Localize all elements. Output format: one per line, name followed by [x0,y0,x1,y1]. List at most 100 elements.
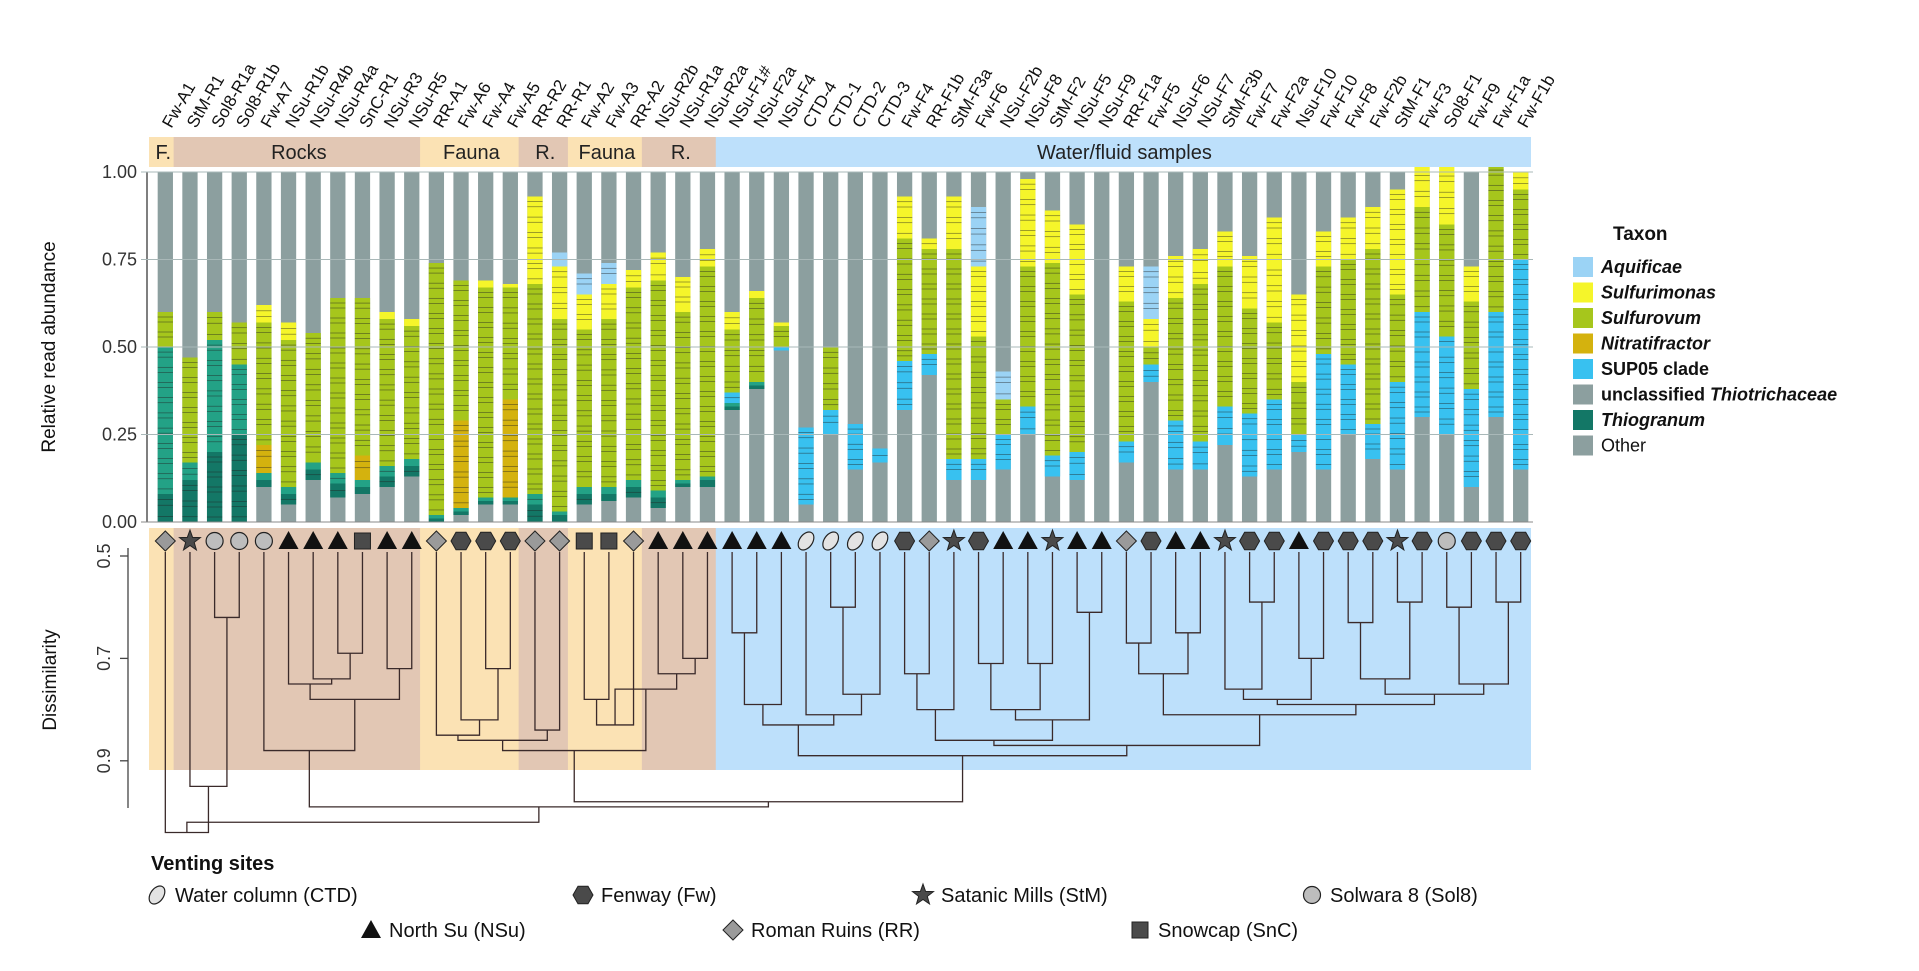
group-header-label: F. [156,142,172,164]
bar-segment [601,494,617,501]
triangle-icon [993,531,1014,549]
triangle-icon [278,531,299,549]
bar-segment [1340,259,1356,365]
group-header-label: Water/fluid samples [1037,142,1212,164]
bar-segment [330,298,346,473]
ellipse-icon [148,885,166,905]
bar-segment [453,511,469,515]
bar-segment [1241,308,1258,414]
star-icon [941,528,966,552]
diamond-icon [425,530,448,552]
triangle-icon [1288,531,1309,549]
circle-icon [1437,531,1456,551]
triangle-icon [746,531,767,549]
bar-segment [404,319,420,326]
bar-segment [1389,294,1406,382]
bar-segment [1463,301,1480,389]
bar-segment [675,312,691,480]
triangle-icon [327,531,348,549]
bar-segment [551,515,568,522]
bar-segment [478,501,494,505]
hexagon-icon [1460,531,1482,551]
bar-segment [1488,312,1504,417]
bar-segment [773,347,790,351]
bar-segment [823,347,839,410]
bar-segment [502,497,518,501]
bar-segment [478,280,494,288]
bar-segment [946,249,962,459]
triangle-icon [1190,531,1211,549]
bar-segment [182,357,198,463]
bar-segment [699,266,716,477]
legend-item-label: Thiogranum [1601,410,1705,430]
y-tick-label: 0.25 [102,425,137,445]
legend-swatch [1573,384,1593,405]
legend-swatch [1573,333,1593,354]
venting-sites-legend: Venting sites Water column (CTD) Fenway (F… [148,853,1478,942]
triangle-icon [361,920,381,938]
y-axis-title: Relative read abundance [39,241,60,452]
group-header-box [173,137,423,167]
bar-segment [995,434,1011,470]
bar-segment [601,284,617,319]
triangle-icon [303,531,324,549]
triangle-icon [771,531,792,549]
venting-site-label: Snowcap (SnC) [1158,920,1298,942]
bar-segment [256,480,272,487]
diamond-icon [1115,530,1138,552]
bar-segment [354,298,371,456]
bar-segment [798,427,814,505]
group-band [149,528,176,770]
bar-segment [527,284,543,494]
legend-item-label: unclassified Thiotrichaceae [1601,385,1837,405]
bar-segment [1463,266,1480,302]
group-header-box [518,137,570,167]
hexagon-icon [1239,531,1261,551]
venting-sites-title: Venting sites [151,853,274,875]
hexagon-icon [1312,531,1335,551]
group-header-box [149,137,176,167]
venting-site-Fw: Fenway (Fw) [572,885,717,907]
legend-item-label: Other [1601,436,1646,456]
bar-segment [650,490,666,498]
bar-segment [1439,336,1455,435]
star-icon [178,528,202,552]
venting-site-label: Roman Ruins (RR) [751,920,920,942]
legend-swatch [1573,282,1593,303]
bar-segment [305,333,321,463]
venting-site-label: Fenway (Fw) [601,885,717,907]
square-icon [600,532,618,550]
y-tick-label: 1.00 [102,162,137,182]
site-markers [154,528,1532,552]
y-tick-label: 0.00 [102,512,137,532]
square-icon [1131,921,1149,939]
bar-segment [1241,413,1258,477]
bar-segment [1414,312,1430,417]
bar-segment [1488,165,1504,312]
bar-segment [724,403,740,407]
bar-segment [231,434,247,522]
bar-segment [1365,424,1381,459]
bar-segment [157,312,173,347]
hexagon-icon [1337,531,1359,551]
bar-segment [502,399,518,498]
group-band [567,528,644,770]
bar-segment [699,476,716,480]
sample-group-bands [149,528,1531,770]
circle-icon [230,531,249,551]
legend-swatch [1573,410,1593,430]
bar-segment [404,459,420,466]
taxon-legend: Taxon Aquificae Sulfurimonas Sulfurovum Nitr… [1573,224,1837,456]
dissimilarity-tick-label: 0.9 [94,748,114,773]
bar-segment [428,515,445,519]
bar-segment [699,480,716,487]
group-header-box [420,137,521,167]
bar-segment [1192,284,1208,442]
diamond-icon [722,919,744,941]
bar-segment [1192,441,1208,470]
diamond-icon [622,530,645,552]
dissimilarity-y-axis: 0.5 0.7 0.9 Dissimilarity [40,543,129,808]
bar-segment [1389,189,1406,295]
abundance-y-axis: 1.00 0.75 0.50 0.25 0.00 Relative read abunda… [39,162,1533,532]
bar-segment [724,329,740,393]
